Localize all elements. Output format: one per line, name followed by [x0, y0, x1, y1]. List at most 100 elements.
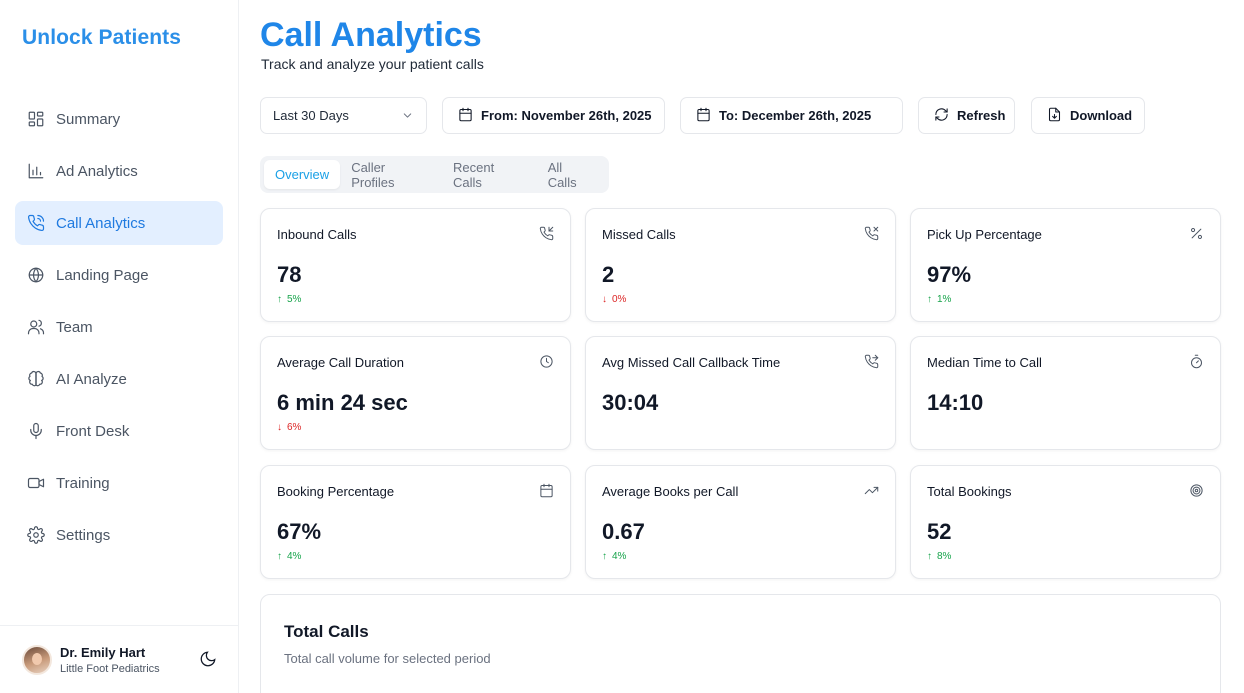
refresh-button[interactable]: Refresh [918, 97, 1015, 134]
to-date-button[interactable]: To: December 26th, 2025 [680, 97, 903, 134]
change-percent: 5% [287, 294, 302, 305]
card-change: ↑ 4% [602, 551, 626, 562]
microphone-icon [26, 422, 45, 441]
card-value: 14:10 [927, 390, 984, 415]
arrow-up-icon: ↑ [277, 551, 282, 562]
sidebar-item-team[interactable]: Team [15, 305, 223, 349]
download-button[interactable]: Download [1031, 97, 1145, 134]
brand-logo[interactable]: Unlock Patients [22, 26, 182, 49]
video-icon [26, 474, 45, 493]
metric-card-avg-missed-callback-time: Avg Missed Call Callback Time 30:04 [585, 336, 896, 450]
avatar[interactable] [22, 644, 52, 675]
globe-icon [26, 266, 45, 285]
card-value: 6 min 24 sec [277, 390, 408, 415]
phone-incoming-icon [539, 226, 555, 242]
to-date-label: To: December 26th, 2025 [719, 108, 872, 123]
user-profile[interactable]: Dr. Emily Hart Little Foot Pediatrics [0, 625, 239, 693]
sidebar-item-label: Summary [56, 110, 121, 128]
card-title: Inbound Calls [277, 227, 357, 242]
sidebar-item-label: Settings [56, 526, 111, 544]
sidebar-item-ai-analyze[interactable]: AI Analyze [15, 357, 223, 401]
card-value: 67% [277, 519, 322, 544]
sidebar-item-label: Team [56, 318, 93, 336]
card-change: ↑ 8% [927, 551, 951, 562]
sidebar-item-landing-page[interactable]: Landing Page [15, 253, 223, 297]
moon-icon [199, 651, 217, 672]
arrow-down-icon: ↓ [602, 294, 607, 305]
total-calls-title: Total Calls [284, 622, 369, 641]
card-value: 52 [927, 519, 952, 544]
page-title: Call Analytics [260, 16, 482, 54]
change-percent: 0% [612, 294, 627, 305]
arrow-up-icon: ↑ [602, 551, 607, 562]
card-value: 78 [277, 262, 302, 287]
sidebar-item-front-desk[interactable]: Front Desk [15, 409, 223, 453]
download-label: Download [1070, 108, 1133, 123]
tab-caller-profiles[interactable]: Caller Profiles [351, 159, 395, 190]
date-range-select[interactable]: Last 30 Days [260, 97, 427, 134]
percent-icon [1189, 226, 1205, 242]
dark-mode-toggle[interactable] [199, 650, 217, 668]
card-value: 97% [927, 262, 972, 287]
card-value: 30:04 [602, 390, 659, 415]
phone-forwarded-icon [864, 354, 880, 370]
grid-icon [26, 110, 45, 129]
tab-recent-calls[interactable]: Recent Calls [453, 159, 495, 190]
trending-up-icon [864, 483, 880, 499]
from-date-button[interactable]: From: November 26th, 2025 [442, 97, 665, 134]
tab-overview[interactable]: Overview [264, 160, 341, 189]
change-percent: 1% [937, 294, 952, 305]
card-value: 0.67 [602, 519, 645, 544]
sidebar-nav: Summary Ad Analytics Call Analytics Land… [15, 97, 223, 565]
card-title: Pick Up Percentage [927, 227, 1042, 242]
total-calls-card: Total Calls Total call volume for select… [260, 594, 1221, 693]
metric-card-inbound-calls: Inbound Calls 78 ↑ 5% [260, 208, 571, 322]
users-icon [26, 318, 45, 337]
bar-chart-icon [26, 162, 45, 181]
phone-missed-icon [864, 226, 880, 242]
refresh-icon [934, 107, 949, 125]
tab-list: Overview Caller Profiles Recent Calls Al… [260, 156, 609, 193]
sidebar-item-summary[interactable]: Summary [15, 97, 223, 141]
card-change: ↓ 6% [277, 422, 301, 433]
card-title: Total Bookings [927, 484, 1012, 499]
gear-icon [26, 526, 45, 545]
file-download-icon [1047, 107, 1062, 125]
sidebar-item-label: Training [56, 474, 110, 492]
card-title: Median Time to Call [927, 355, 1042, 370]
metric-card-booking-percentage: Booking Percentage 67% ↑ 4% [260, 465, 571, 579]
date-range-value: Last 30 Days [273, 108, 349, 123]
card-change: ↑ 4% [277, 551, 301, 562]
calendar-icon [696, 107, 711, 125]
total-calls-subtitle: Total call volume for selected period [284, 651, 491, 666]
metric-card-average-call-duration: Average Call Duration 6 min 24 sec ↓ 6% [260, 336, 571, 450]
card-title: Average Books per Call [602, 484, 739, 499]
calendar-icon [458, 107, 473, 125]
arrow-up-icon: ↑ [927, 294, 932, 305]
tab-all-calls[interactable]: All Calls [547, 159, 577, 190]
user-organization: Little Foot Pediatrics [60, 662, 160, 675]
metric-card-pick-up-percentage: Pick Up Percentage 97% ↑ 1% [910, 208, 1221, 322]
target-icon [1189, 483, 1205, 499]
change-percent: 4% [287, 551, 302, 562]
page-subtitle: Track and analyze your patient calls [261, 56, 484, 72]
card-title: Booking Percentage [277, 484, 395, 499]
clock-icon [539, 354, 555, 370]
sidebar: Unlock Patients Summary Ad Analytics Cal… [0, 0, 239, 693]
sidebar-item-label: AI Analyze [56, 370, 127, 388]
change-percent: 4% [612, 551, 627, 562]
arrow-up-icon: ↑ [277, 294, 282, 305]
card-change: ↑ 5% [277, 294, 301, 305]
card-title: Missed Calls [602, 227, 676, 242]
brain-icon [26, 370, 45, 389]
sidebar-item-training[interactable]: Training [15, 461, 223, 505]
sidebar-item-label: Call Analytics [56, 214, 146, 232]
calendar-icon [539, 483, 555, 499]
arrow-up-icon: ↑ [927, 551, 932, 562]
sidebar-item-label: Front Desk [56, 422, 130, 440]
sidebar-item-label: Ad Analytics [56, 162, 138, 180]
sidebar-item-settings[interactable]: Settings [15, 513, 223, 557]
card-value: 2 [602, 262, 615, 287]
sidebar-item-call-analytics[interactable]: Call Analytics [15, 201, 223, 245]
sidebar-item-ad-analytics[interactable]: Ad Analytics [15, 149, 223, 193]
